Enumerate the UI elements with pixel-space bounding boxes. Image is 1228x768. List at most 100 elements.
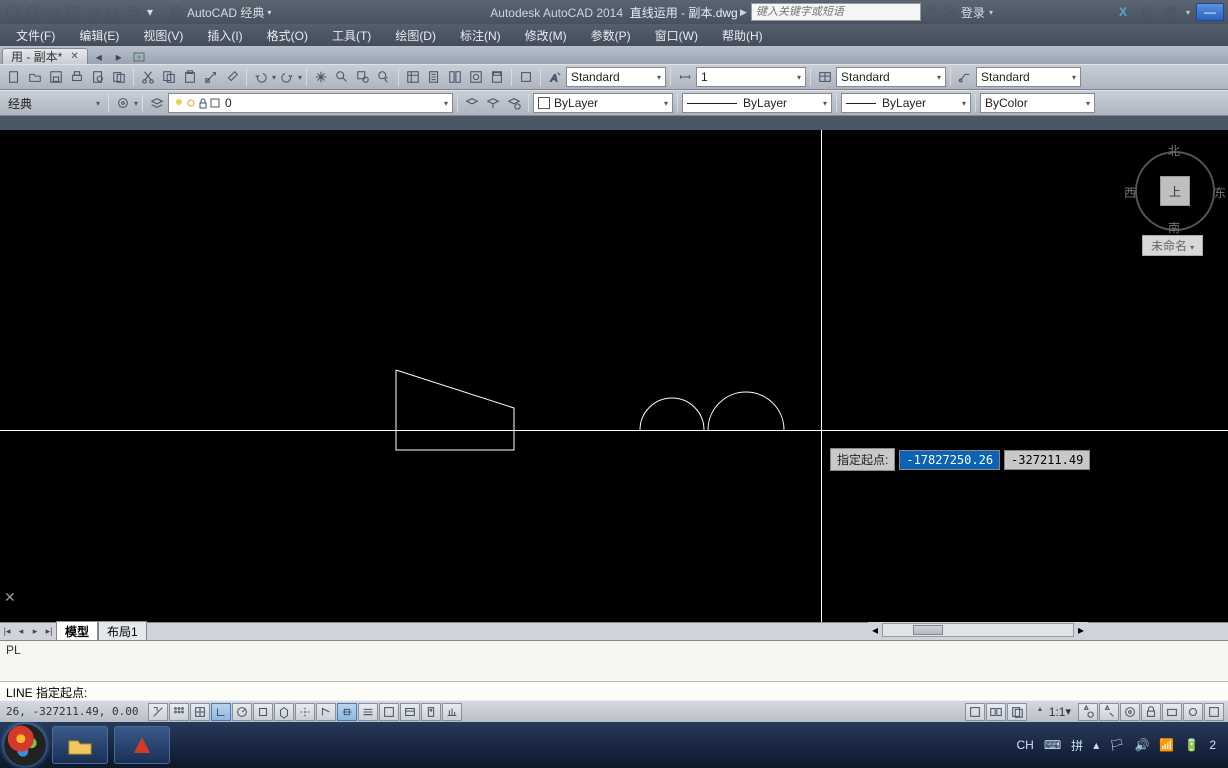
workspace-switcher[interactable]: AutoCAD 经典 ▾ bbox=[170, 4, 271, 21]
dimstyle-icon[interactable] bbox=[675, 67, 695, 87]
toolpalette-icon[interactable] bbox=[445, 67, 465, 87]
undo-icon[interactable] bbox=[84, 3, 102, 21]
osnap-toggle[interactable] bbox=[253, 703, 273, 721]
layer-dropdown[interactable]: 0 ▾ bbox=[168, 93, 453, 113]
print-icon[interactable] bbox=[67, 67, 87, 87]
horizontal-scrollbar[interactable]: ◂ ▸ bbox=[868, 622, 1088, 638]
cut-icon[interactable] bbox=[138, 67, 158, 87]
menu-modify[interactable]: 修改(M) bbox=[513, 24, 579, 46]
annotation-visibility-icon[interactable] bbox=[1078, 703, 1098, 721]
linetype-dropdown[interactable]: ByLayer▾ bbox=[682, 93, 832, 113]
dimstyle-dropdown[interactable]: 1▾ bbox=[696, 67, 806, 87]
grid-toggle[interactable] bbox=[190, 703, 210, 721]
window-minimize-button[interactable]: — bbox=[1196, 3, 1224, 21]
textstyle-icon[interactable]: A bbox=[545, 67, 565, 87]
new-icon[interactable] bbox=[24, 3, 42, 21]
redo-icon[interactable] bbox=[277, 67, 297, 87]
redo-icon[interactable] bbox=[104, 3, 122, 21]
viewcube-west[interactable]: 西 bbox=[1124, 184, 1136, 201]
menu-tools[interactable]: 工具(T) bbox=[320, 24, 383, 46]
menu-dimension[interactable]: 标注(N) bbox=[448, 24, 513, 46]
zoom-realtime-icon[interactable] bbox=[332, 67, 352, 87]
qp-toggle[interactable] bbox=[400, 703, 420, 721]
ime-indicator[interactable]: CH bbox=[1017, 738, 1034, 752]
quickview-layouts-icon[interactable] bbox=[986, 703, 1006, 721]
menu-edit[interactable]: 编辑(E) bbox=[67, 24, 131, 46]
model-tab[interactable]: 模型 bbox=[56, 621, 98, 642]
zoom-window-icon[interactable] bbox=[353, 67, 373, 87]
tab-nav-prev[interactable]: ◂ bbox=[90, 50, 108, 64]
taskbar-explorer[interactable] bbox=[52, 726, 108, 764]
dyn-toggle[interactable] bbox=[337, 703, 357, 721]
save-icon[interactable] bbox=[64, 3, 82, 21]
properties-icon[interactable] bbox=[403, 67, 423, 87]
tab-prev[interactable]: ◂ bbox=[14, 625, 28, 639]
menu-view[interactable]: 视图(V) bbox=[131, 24, 195, 46]
qat-more-icon[interactable]: ▾ bbox=[144, 3, 156, 21]
publish-icon[interactable] bbox=[109, 67, 129, 87]
viewcube-south[interactable]: 南 bbox=[1168, 219, 1180, 236]
dynamic-input-y[interactable]: -327211.49 bbox=[1004, 450, 1090, 470]
preview-icon[interactable] bbox=[88, 67, 108, 87]
infer-toggle[interactable] bbox=[148, 703, 168, 721]
mleaderstyle-dropdown[interactable]: Standard▾ bbox=[976, 67, 1081, 87]
snap-toggle[interactable] bbox=[169, 703, 189, 721]
menu-window[interactable]: 窗口(W) bbox=[643, 24, 710, 46]
help-icon[interactable]: ? bbox=[1162, 3, 1180, 21]
menu-file[interactable]: 文件(F) bbox=[4, 24, 67, 46]
toolbar-lock-icon[interactable] bbox=[1141, 703, 1161, 721]
menu-parametric[interactable]: 参数(P) bbox=[579, 24, 643, 46]
tpy-toggle[interactable] bbox=[379, 703, 399, 721]
tablestyle-icon[interactable] bbox=[815, 67, 835, 87]
signin-icon[interactable] bbox=[943, 4, 957, 21]
command-line[interactable]: LINE 指定起点: bbox=[0, 681, 1228, 701]
mleaderstyle-icon[interactable] bbox=[955, 67, 975, 87]
stayconnected-icon[interactable] bbox=[1138, 3, 1156, 21]
paste-icon[interactable] bbox=[180, 67, 200, 87]
ortho-toggle[interactable] bbox=[211, 703, 231, 721]
tray-expand-icon[interactable]: ▴ bbox=[1093, 738, 1099, 752]
drawing-area[interactable]: 北 南 西 东 上 未命名 ▾ 指定起点: -17827250.26 -3272… bbox=[0, 130, 1228, 622]
textstyle-dropdown[interactable]: Standard▾ bbox=[566, 67, 666, 87]
tablestyle-dropdown[interactable]: Standard▾ bbox=[836, 67, 946, 87]
quickview-drawings-icon[interactable] bbox=[1007, 703, 1027, 721]
document-tab[interactable]: 用 - 副本* ✕ bbox=[2, 48, 88, 64]
taskbar-clock[interactable]: 2 bbox=[1209, 739, 1216, 752]
layer-prev-icon[interactable] bbox=[504, 93, 524, 113]
viewcube-east[interactable]: 东 bbox=[1214, 184, 1226, 201]
exchange-icon[interactable]: X bbox=[1114, 3, 1132, 21]
isolate-objects-icon[interactable] bbox=[1183, 703, 1203, 721]
polar-toggle[interactable] bbox=[232, 703, 252, 721]
tab-nav-next[interactable]: ▸ bbox=[110, 50, 128, 64]
dynamic-input-x[interactable]: -17827250.26 bbox=[899, 450, 1000, 470]
menu-insert[interactable]: 插入(I) bbox=[195, 24, 254, 46]
model-paper-toggle[interactable] bbox=[965, 703, 985, 721]
copy-icon[interactable] bbox=[159, 67, 179, 87]
volume-icon[interactable]: 🔊 bbox=[1134, 738, 1149, 752]
sheetset-icon[interactable] bbox=[424, 67, 444, 87]
color-dropdown[interactable]: ByLayer▾ bbox=[533, 93, 673, 113]
menu-format[interactable]: 格式(O) bbox=[255, 24, 320, 46]
viewcube-ucs-label[interactable]: 未命名 ▾ bbox=[1142, 235, 1203, 256]
workspace-dropdown[interactable]: 经典▾ bbox=[4, 93, 104, 113]
layer-states-icon[interactable] bbox=[462, 93, 482, 113]
taskbar-autocad[interactable] bbox=[114, 726, 170, 764]
search-icon[interactable] bbox=[925, 4, 939, 21]
ducs-toggle[interactable] bbox=[316, 703, 336, 721]
hardware-accel-icon[interactable] bbox=[1162, 703, 1182, 721]
annotation-scale[interactable]: 1:1▾ bbox=[1028, 703, 1077, 721]
brush-icon[interactable] bbox=[222, 67, 242, 87]
network-icon[interactable]: 📶 bbox=[1159, 738, 1174, 752]
ime-mode-icon[interactable]: 拼 bbox=[1071, 737, 1083, 754]
close-icon[interactable]: ✕ bbox=[70, 51, 78, 62]
annotation-autoscale-icon[interactable] bbox=[1099, 703, 1119, 721]
print-icon[interactable] bbox=[124, 3, 142, 21]
undo-icon[interactable] bbox=[251, 67, 271, 87]
zoom-previous-icon[interactable] bbox=[374, 67, 394, 87]
plotstyle-dropdown[interactable]: ByColor▾ bbox=[980, 93, 1095, 113]
sc-toggle[interactable] bbox=[421, 703, 441, 721]
tab-new[interactable] bbox=[130, 50, 148, 64]
otrack-toggle[interactable] bbox=[295, 703, 315, 721]
layer-properties-icon[interactable] bbox=[147, 93, 167, 113]
am-toggle[interactable] bbox=[442, 703, 462, 721]
